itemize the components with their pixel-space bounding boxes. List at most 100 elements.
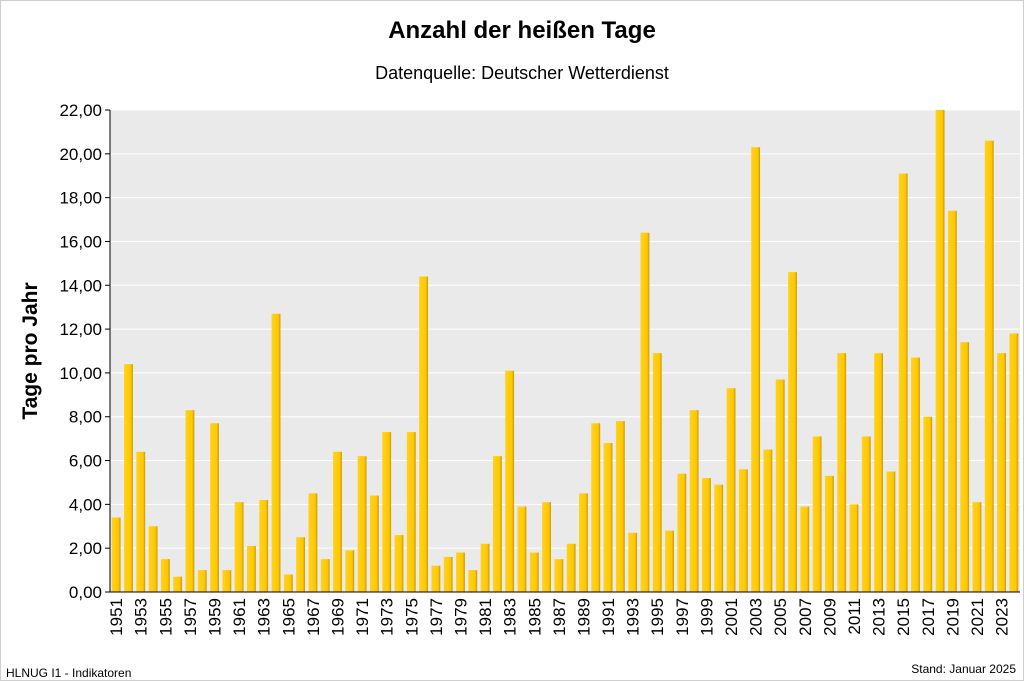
- y-tick-label: 0,00: [69, 583, 102, 602]
- x-tick-label: 1999: [697, 598, 716, 636]
- bar-1968: [320, 559, 330, 592]
- bar-2006: [788, 272, 797, 592]
- x-tick-label: 1967: [304, 598, 323, 636]
- x-tick-label: 1979: [451, 598, 470, 636]
- plot-area: [110, 110, 1020, 592]
- bar-2010: [837, 353, 847, 592]
- bar-1953: [136, 451, 146, 592]
- x-tick-label: 1997: [673, 598, 692, 636]
- bar-1964: [271, 313, 281, 592]
- x-tick-label: 1995: [648, 598, 667, 636]
- bar-2003: [751, 147, 761, 592]
- x-tick-label: 1959: [206, 598, 225, 636]
- bar-1952: [124, 364, 133, 592]
- y-tick-label: 6,00: [69, 452, 102, 471]
- bar-2020: [960, 342, 970, 592]
- bar-1956: [173, 576, 183, 592]
- x-tick-label: 1963: [255, 598, 274, 636]
- bar-2001: [726, 388, 736, 592]
- bar-1958: [197, 570, 207, 592]
- x-tick-label: 1991: [599, 598, 618, 636]
- bar-1954: [148, 526, 158, 592]
- bar-1981: [480, 543, 490, 592]
- x-tick-label: 1953: [132, 598, 151, 636]
- y-tick-label: 2,00: [69, 539, 102, 558]
- x-tick-label: 1983: [501, 598, 520, 636]
- x-tick-label: 2001: [722, 598, 741, 636]
- bar-1967: [308, 493, 318, 592]
- x-tick-label: 2003: [747, 598, 766, 636]
- x-axis-ticks: 1951 1953 1955 1957 1959 1961 1963 1965 1967 1969…: [107, 598, 1011, 636]
- bar-1977: [431, 565, 441, 592]
- bar-1984: [517, 506, 527, 592]
- bar-2019: [947, 210, 957, 593]
- bar-1991: [603, 443, 613, 592]
- x-tick-label: 1977: [427, 598, 446, 636]
- x-tick-label: 1961: [230, 598, 249, 636]
- x-tick-label: 2011: [845, 598, 864, 635]
- x-tick-label: 2015: [894, 598, 913, 636]
- bar-1971: [357, 456, 367, 592]
- bar-1975: [406, 432, 416, 592]
- y-tick-label: 10,00: [59, 364, 102, 383]
- bar-1976: [419, 276, 429, 592]
- x-tick-label: 2021: [968, 598, 987, 636]
- y-tick-label: 14,00: [59, 276, 102, 295]
- bar-2015: [898, 173, 908, 592]
- bar-1996: [665, 530, 674, 592]
- bar-1965: [283, 574, 293, 592]
- bar-1959: [210, 423, 219, 592]
- bar-1960: [222, 570, 232, 592]
- chart-subtitle: Datenquelle: Deutscher Wetterdienst: [375, 63, 669, 83]
- bar-2004: [763, 449, 773, 592]
- x-tick-label: 1973: [378, 598, 397, 636]
- bar-2008: [812, 436, 822, 592]
- x-tick-label: 2007: [796, 598, 815, 636]
- bar-2024: [1009, 333, 1019, 592]
- bar-1994: [640, 232, 650, 592]
- x-tick-label: 2005: [771, 598, 790, 636]
- bar-1955: [160, 559, 170, 592]
- x-tick-label: 1955: [156, 598, 175, 636]
- bar-1966: [296, 537, 306, 592]
- x-tick-label: 1969: [329, 598, 348, 636]
- bar-2014: [886, 471, 896, 592]
- x-tick-label: 1951: [107, 598, 126, 636]
- footer-date: Stand: Januar 2025: [911, 662, 1016, 676]
- bar-1988: [566, 543, 576, 592]
- x-tick-label: 1975: [402, 598, 421, 636]
- x-tick-label: 1971: [353, 598, 372, 636]
- x-tick-label: 2019: [943, 598, 962, 636]
- x-tick-label: 1987: [550, 598, 569, 636]
- bar-1998: [689, 410, 699, 592]
- bar-1957: [185, 410, 195, 592]
- x-tick-label: 1965: [279, 598, 298, 636]
- bar-1969: [333, 451, 342, 592]
- y-tick-label: 16,00: [59, 232, 102, 251]
- bar-1997: [677, 473, 687, 592]
- bar-1983: [505, 370, 515, 592]
- bar-2011: [849, 504, 859, 592]
- bar-1980: [468, 570, 478, 592]
- bar-2013: [874, 353, 884, 592]
- y-tick-label: 12,00: [59, 320, 102, 339]
- y-tick-label: 22,00: [59, 101, 102, 120]
- bar-1995: [652, 353, 662, 592]
- bar-1992: [615, 421, 625, 592]
- bar-2009: [824, 475, 834, 592]
- y-axis-label: Tage pro Jahr: [19, 282, 42, 419]
- x-tick-label: 1989: [574, 598, 593, 636]
- footer-source: HLNUG I1 - Indikatoren: [6, 666, 131, 680]
- bar-2017: [923, 416, 933, 592]
- bar-2012: [861, 436, 871, 592]
- x-tick-label: 2017: [919, 598, 938, 636]
- x-tick-label: 2023: [993, 598, 1012, 636]
- bar-1986: [542, 502, 551, 592]
- x-tick-label: 1993: [624, 598, 643, 636]
- bar-2007: [800, 506, 810, 592]
- y-tick-label: 8,00: [69, 408, 102, 427]
- bar-1985: [529, 552, 539, 592]
- bar-1962: [246, 545, 256, 592]
- x-tick-label: 2009: [820, 598, 839, 636]
- x-tick-label: 1981: [476, 598, 495, 636]
